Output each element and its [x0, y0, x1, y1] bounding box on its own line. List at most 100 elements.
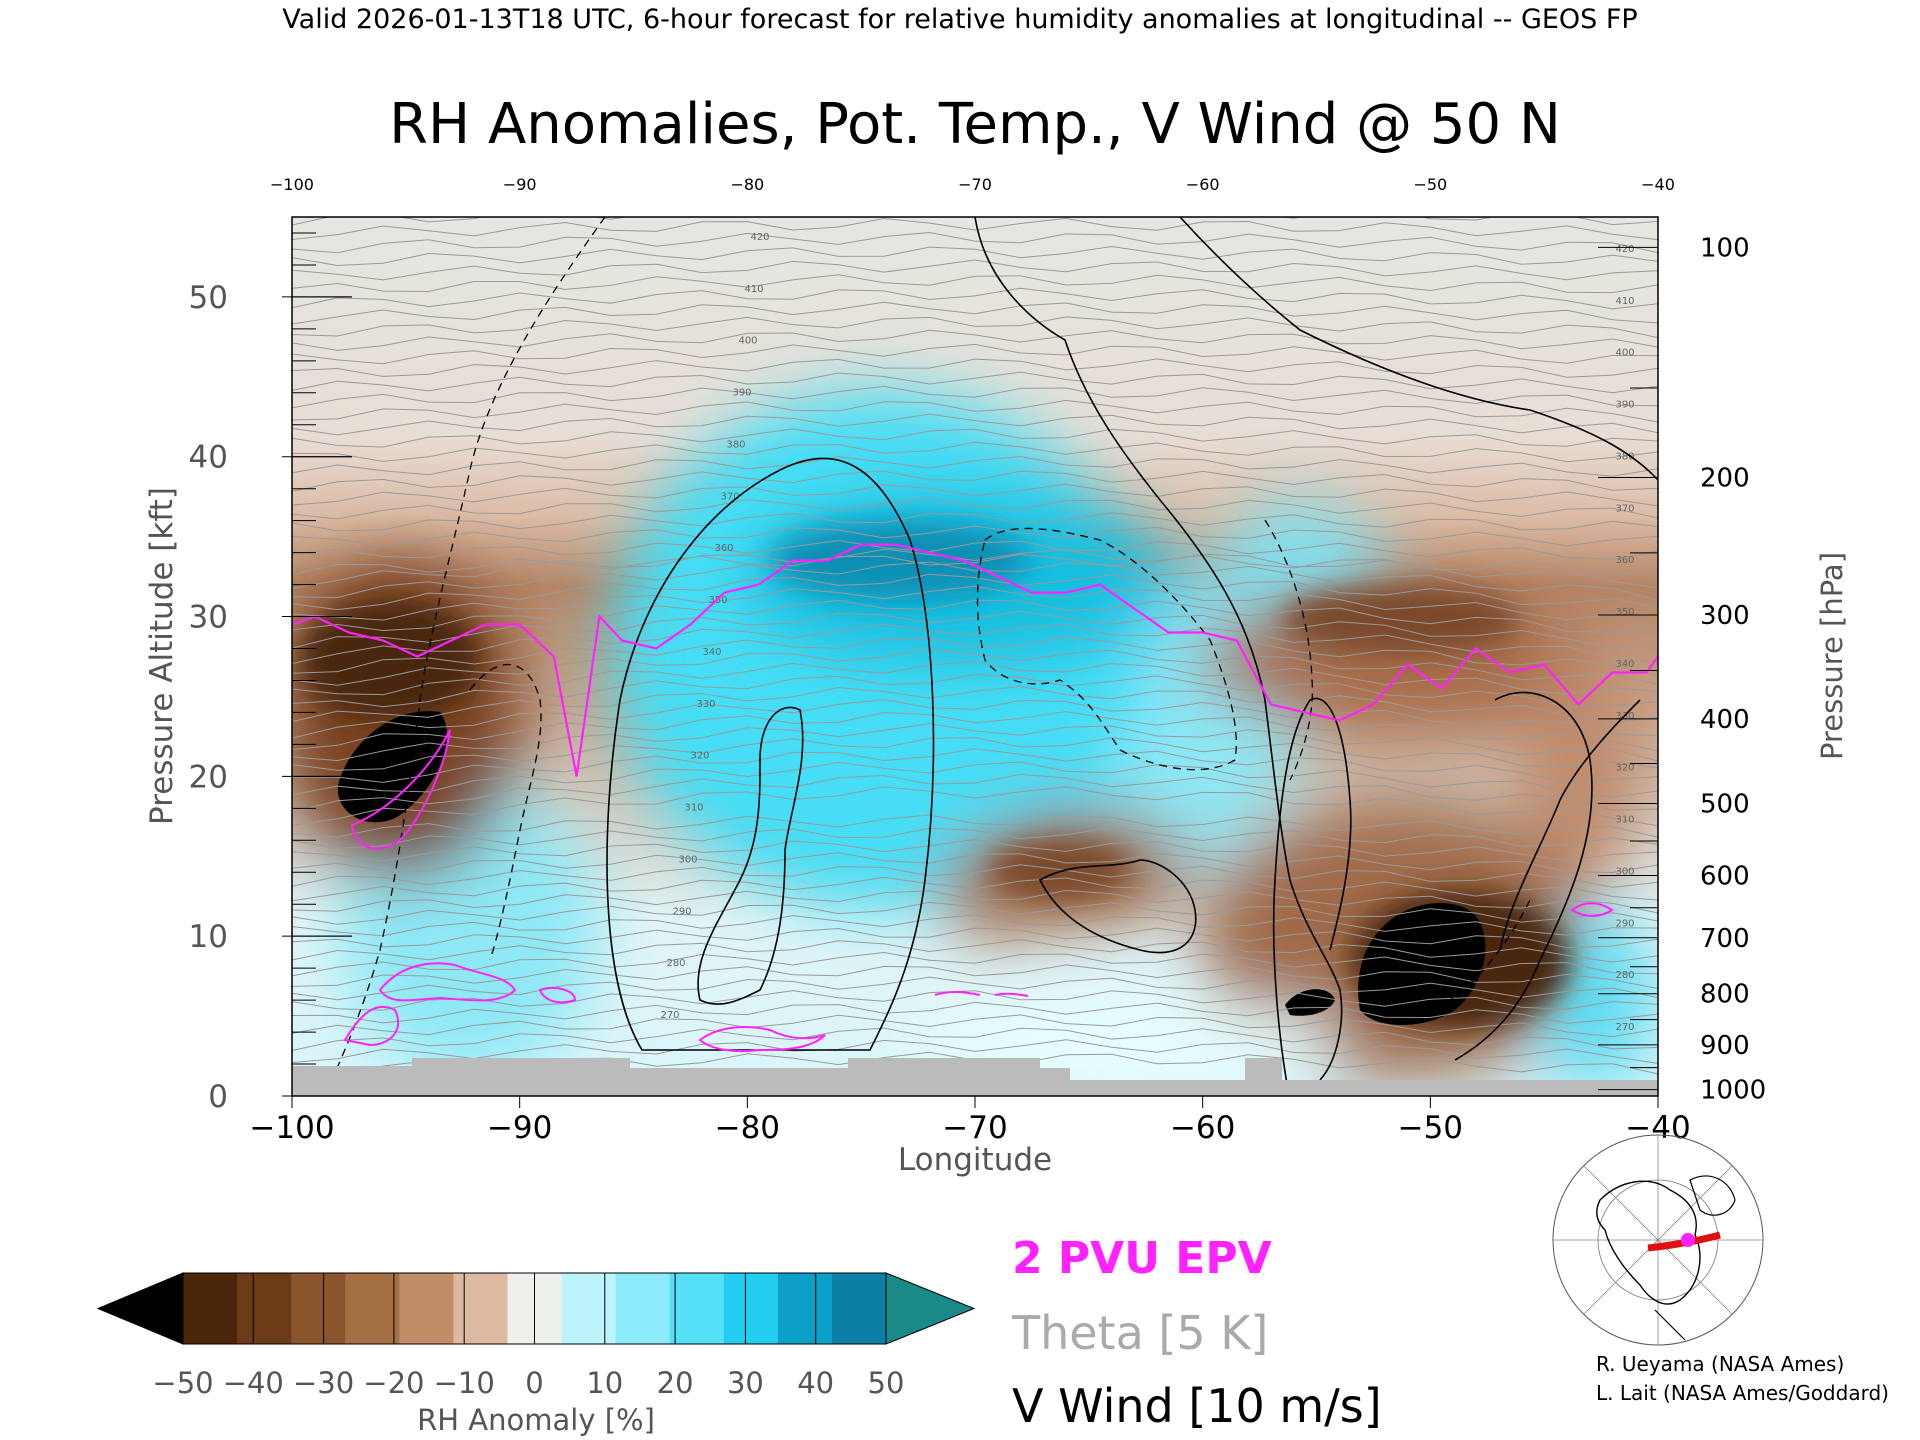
- x-top-tick-label: −50: [1413, 175, 1447, 194]
- colorbar-segment: [453, 1273, 508, 1344]
- theta-contour: [292, 585, 1658, 621]
- colorbar-segment: [345, 1273, 400, 1344]
- theta-contour: [292, 561, 1658, 601]
- pressure-tick-label: 600: [1700, 861, 1750, 891]
- colorbar-tick-label: 30: [727, 1366, 764, 1400]
- theta-contour: [292, 371, 1658, 394]
- colorbar-segment: [777, 1273, 833, 1344]
- theta-label: 330: [696, 699, 715, 710]
- vwind-contours-negative: [324, 217, 1531, 1096]
- theta-contour: [292, 723, 1658, 762]
- y-tick-label: 20: [189, 759, 228, 795]
- colorbar-tick-label: −40: [223, 1366, 284, 1400]
- theta-contour: [292, 976, 1658, 1001]
- theta-label: 290: [1615, 918, 1634, 929]
- theta-label: 420: [1615, 244, 1634, 255]
- colorbar-tick-label: 20: [657, 1366, 694, 1400]
- theta-contour: [292, 413, 1658, 436]
- theta-contour: [292, 287, 1658, 310]
- x-top-tick-label: −70: [958, 175, 992, 194]
- theta-label: 310: [1615, 815, 1634, 826]
- theta-label: 300: [1615, 866, 1634, 877]
- theta-contour: [292, 864, 1658, 888]
- terrain-mask: [292, 1058, 1658, 1096]
- theta-label: 290: [672, 906, 691, 917]
- colorbar-under-arrow: [96, 1272, 184, 1345]
- theta-contour: [292, 852, 1658, 874]
- theta-contour: [292, 914, 1658, 937]
- colorbar-segment: [399, 1273, 454, 1344]
- y-axis-label: Pressure Altitude [kft]: [144, 487, 180, 825]
- x-tick-label: −70: [942, 1110, 1007, 1146]
- theta-label: 280: [666, 958, 685, 969]
- x-tick-label: −60: [1170, 1110, 1235, 1146]
- theta-contour: [292, 316, 1658, 339]
- pressure-tick-label: 400: [1700, 705, 1750, 735]
- theta-label: 320: [690, 751, 709, 762]
- x-top-tick-label: −90: [503, 175, 537, 194]
- theta-label: 370: [1615, 503, 1634, 514]
- theta-contour: [292, 497, 1658, 520]
- theta-contour: [292, 1001, 1658, 1024]
- theta-contour: [292, 470, 1658, 492]
- colorbar-label: RH Anomaly [%]: [417, 1403, 655, 1437]
- colorbar-segment: [831, 1273, 887, 1344]
- theta-label: 320: [1615, 763, 1634, 774]
- theta-contours: 420 420 410 410 400 400 390 390 380 380 370 370 360 3…: [292, 217, 1658, 1076]
- colorbar-tick-label: −20: [363, 1366, 424, 1400]
- theta-contour: [292, 761, 1658, 798]
- theta-label: 390: [1615, 400, 1634, 411]
- credit-line-1: R. Ueyama (NASA Ames): [1596, 1352, 1844, 1376]
- theta-label: 270: [660, 1010, 679, 1021]
- colorbar-segment: [723, 1273, 779, 1344]
- legend-epv: 2 PVU EPV: [1012, 1233, 1272, 1284]
- theta-label: 410: [1615, 296, 1634, 307]
- page-header: Valid 2026-01-13T18 UTC, 6-hour forecast…: [282, 4, 1637, 35]
- theta-label: 390: [732, 388, 751, 399]
- theta-label: 300: [678, 854, 697, 865]
- theta-contour: [292, 428, 1658, 448]
- theta-contour: [292, 889, 1658, 914]
- theta-contour: [292, 441, 1658, 463]
- y-tick-label: 40: [189, 440, 228, 476]
- theta-contour: [292, 245, 1658, 267]
- theta-contour: [292, 455, 1658, 477]
- pressure-tick-label: 200: [1700, 464, 1750, 494]
- colorbar-segment: [669, 1273, 725, 1344]
- theta-contour: [292, 623, 1658, 664]
- x-top-tick-label: −60: [1186, 175, 1220, 194]
- legend-vwind: V Wind [10 m/s]: [1012, 1379, 1382, 1433]
- theta-label: 350: [1615, 607, 1634, 618]
- theta-contour: [292, 927, 1658, 949]
- x-tick-label: −50: [1398, 1110, 1463, 1146]
- theta-contour: [292, 748, 1658, 784]
- theta-contour: [292, 827, 1658, 849]
- pressure-tick-label: 500: [1700, 790, 1750, 820]
- theta-contour: [292, 385, 1658, 409]
- theta-label: 340: [702, 647, 721, 658]
- x-tick-label: −80: [715, 1110, 780, 1146]
- theta-contour: [292, 399, 1658, 423]
- theta-contour: [292, 553, 1658, 576]
- theta-contour: [292, 525, 1658, 547]
- theta-contour: [292, 648, 1658, 686]
- pressure-axis-label: Pressure [hPa]: [1815, 552, 1849, 760]
- colorbar-segment: [561, 1273, 617, 1344]
- theta-contour: [292, 711, 1658, 752]
- theta-label: 360: [714, 543, 733, 554]
- credit-line-2: L. Lait (NASA Ames/Goddard): [1596, 1381, 1889, 1405]
- theta-contour: [292, 548, 1658, 589]
- theta-contour: [292, 737, 1658, 771]
- theta-contour: [292, 217, 1658, 226]
- pressure-tick-label: 1000: [1700, 1076, 1766, 1106]
- y-tick-label: 30: [189, 600, 228, 636]
- theta-label: 380: [1615, 451, 1634, 462]
- theta-contour: [292, 231, 1658, 254]
- pressure-tick-label: 100: [1700, 233, 1750, 263]
- theta-contour: [292, 636, 1658, 677]
- rh-anomaly-field: [292, 217, 1658, 1096]
- theta-contour: [292, 358, 1658, 378]
- theta-contour: [292, 876, 1658, 902]
- x-tick-label: −100: [249, 1110, 334, 1146]
